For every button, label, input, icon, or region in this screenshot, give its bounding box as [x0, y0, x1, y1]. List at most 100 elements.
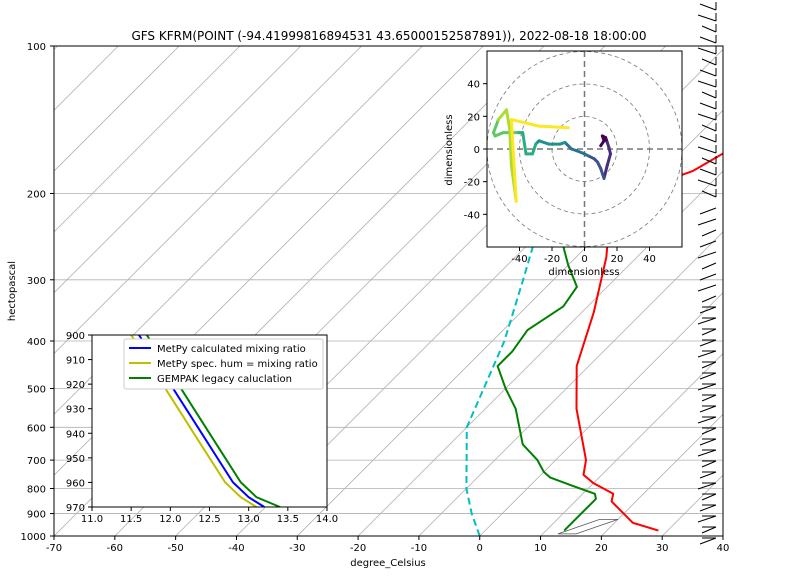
wind-barb	[699, 438, 717, 446]
barb-flag	[697, 146, 717, 154]
barb-flag	[697, 515, 717, 523]
wind-barb	[701, 189, 717, 198]
barb-flag	[699, 168, 717, 176]
barb-flag	[699, 135, 717, 143]
wind-barb	[701, 24, 717, 33]
mixing-ratio-x-tick-label: 12.5	[198, 514, 220, 525]
hodograph-segment	[496, 108, 508, 122]
barb-flag	[697, 113, 717, 121]
y-tick-label: 1000	[21, 532, 46, 543]
wind-barb	[701, 361, 717, 369]
wind-barb	[699, 240, 717, 248]
hodograph-segment	[505, 108, 512, 131]
parcel-marker	[557, 519, 619, 535]
barb-flag	[699, 537, 717, 545]
mixing-ratio-x-tick-label: 13.0	[238, 514, 260, 525]
barb-flag	[701, 190, 717, 198]
isotherm-gridline	[601, 413, 723, 536]
mixing-ratio-x-tick-label: 11.0	[81, 514, 103, 525]
hodograph-segment	[509, 118, 541, 128]
barb-flag	[701, 58, 717, 66]
barb-flag	[697, 14, 717, 22]
hodograph-segment	[508, 127, 513, 167]
barb-flag	[697, 284, 717, 292]
hodograph-ylabel: dimensionless	[444, 114, 455, 185]
legend-box	[123, 338, 324, 390]
barb-flag	[701, 460, 717, 468]
hodograph-y-tick-label: 20	[467, 112, 480, 123]
wind-barb	[697, 449, 717, 457]
skewt-xlabel: degree_Celsius	[350, 558, 426, 569]
x-tick-label: -60	[107, 543, 123, 554]
dewpoint-line	[496, 170, 597, 532]
wind-barb	[697, 317, 717, 325]
wind-barb	[699, 372, 717, 380]
mixing-ratio-y-tick-label: 950	[66, 454, 85, 465]
barb-flag	[697, 218, 717, 226]
y-tick-label: 700	[27, 456, 46, 467]
hodograph-segment	[521, 131, 528, 156]
barb-flag	[701, 328, 717, 336]
wind-barb	[701, 427, 717, 435]
isotherm-gridline	[418, 231, 723, 536]
hodograph-y-tick-label: -20	[464, 178, 480, 189]
wind-barb	[697, 251, 717, 259]
wind-barb	[699, 207, 717, 215]
isotherm-gridline	[54, 46, 484, 476]
barb-flag	[701, 295, 717, 303]
hodograph-xlabel: dimensionless	[548, 267, 619, 278]
hodograph-segment	[563, 140, 573, 151]
wind-barb	[697, 218, 717, 226]
hodograph-x-tick-label: -40	[511, 254, 527, 265]
y-tick-label: 100	[27, 42, 46, 53]
wind-barb	[701, 90, 717, 99]
barb-flag	[699, 339, 717, 347]
mixing-ratio-ticks: 11.0 11.5 12.0 12.5 13.0 13.5 14.0 900 910 920 930…	[66, 331, 338, 525]
wind-barb	[699, 273, 717, 281]
wind-barb	[699, 405, 717, 413]
mixing-ratio-y-tick-label: 910	[66, 356, 85, 367]
wind-barb	[701, 156, 717, 165]
temperature-line	[575, 152, 723, 532]
wind-barb	[697, 515, 717, 523]
mixing-ratio-y-tick-label: 900	[66, 331, 85, 342]
barb-flag	[701, 526, 717, 534]
mixing-ratio-y-tick-label: 940	[66, 429, 85, 440]
hodograph-ticks: -40 -20 0 20 40 -40 -20 0 20 40	[464, 80, 656, 265]
wind-barb	[699, 339, 717, 347]
x-tick-label: 0	[477, 543, 483, 554]
isotherm-gridline	[296, 109, 723, 536]
wind-barb	[701, 295, 717, 303]
x-tick-label: 40	[717, 543, 730, 554]
barb-flag	[699, 372, 717, 380]
barb-flag	[701, 124, 717, 132]
hodograph-segment	[599, 167, 606, 180]
isotherm-gridline	[357, 170, 723, 536]
wind-barb	[701, 262, 717, 270]
mixing-ratio-legend: MetPy calculated mixing ratio MetPy spec…	[123, 338, 324, 390]
wind-barb	[697, 482, 717, 490]
hodograph-x-tick-label: 20	[611, 254, 624, 265]
barb-flag	[699, 471, 717, 479]
legend-entry: MetPy spec. hum = mixing ratio	[157, 359, 318, 370]
barb-flag	[701, 91, 717, 99]
hodograph-segment	[509, 118, 518, 203]
y-tick-label: 800	[27, 485, 46, 496]
barb-flag	[699, 207, 717, 215]
mixing-ratio-axes: 11.0 11.5 12.0 12.5 13.0 13.5 14.0 900 910 920 930…	[66, 331, 338, 525]
wind-barb	[697, 112, 717, 121]
mixing-ratio-y-tick-label: 960	[66, 478, 85, 489]
wind-barb	[697, 416, 717, 424]
wind-barb	[697, 178, 717, 187]
isotherm-gridline	[54, 46, 302, 294]
barb-flag	[699, 306, 717, 314]
barb-flag	[699, 405, 717, 413]
barb-flag	[701, 229, 717, 237]
isotherm-gridline	[54, 46, 180, 172]
hodograph-segment	[605, 152, 612, 167]
x-tick-label: 10	[534, 543, 547, 554]
barb-flag	[697, 317, 717, 325]
hodograph-segment	[537, 139, 551, 146]
wind-barb	[699, 35, 717, 44]
wind-barbs	[697, 2, 717, 545]
